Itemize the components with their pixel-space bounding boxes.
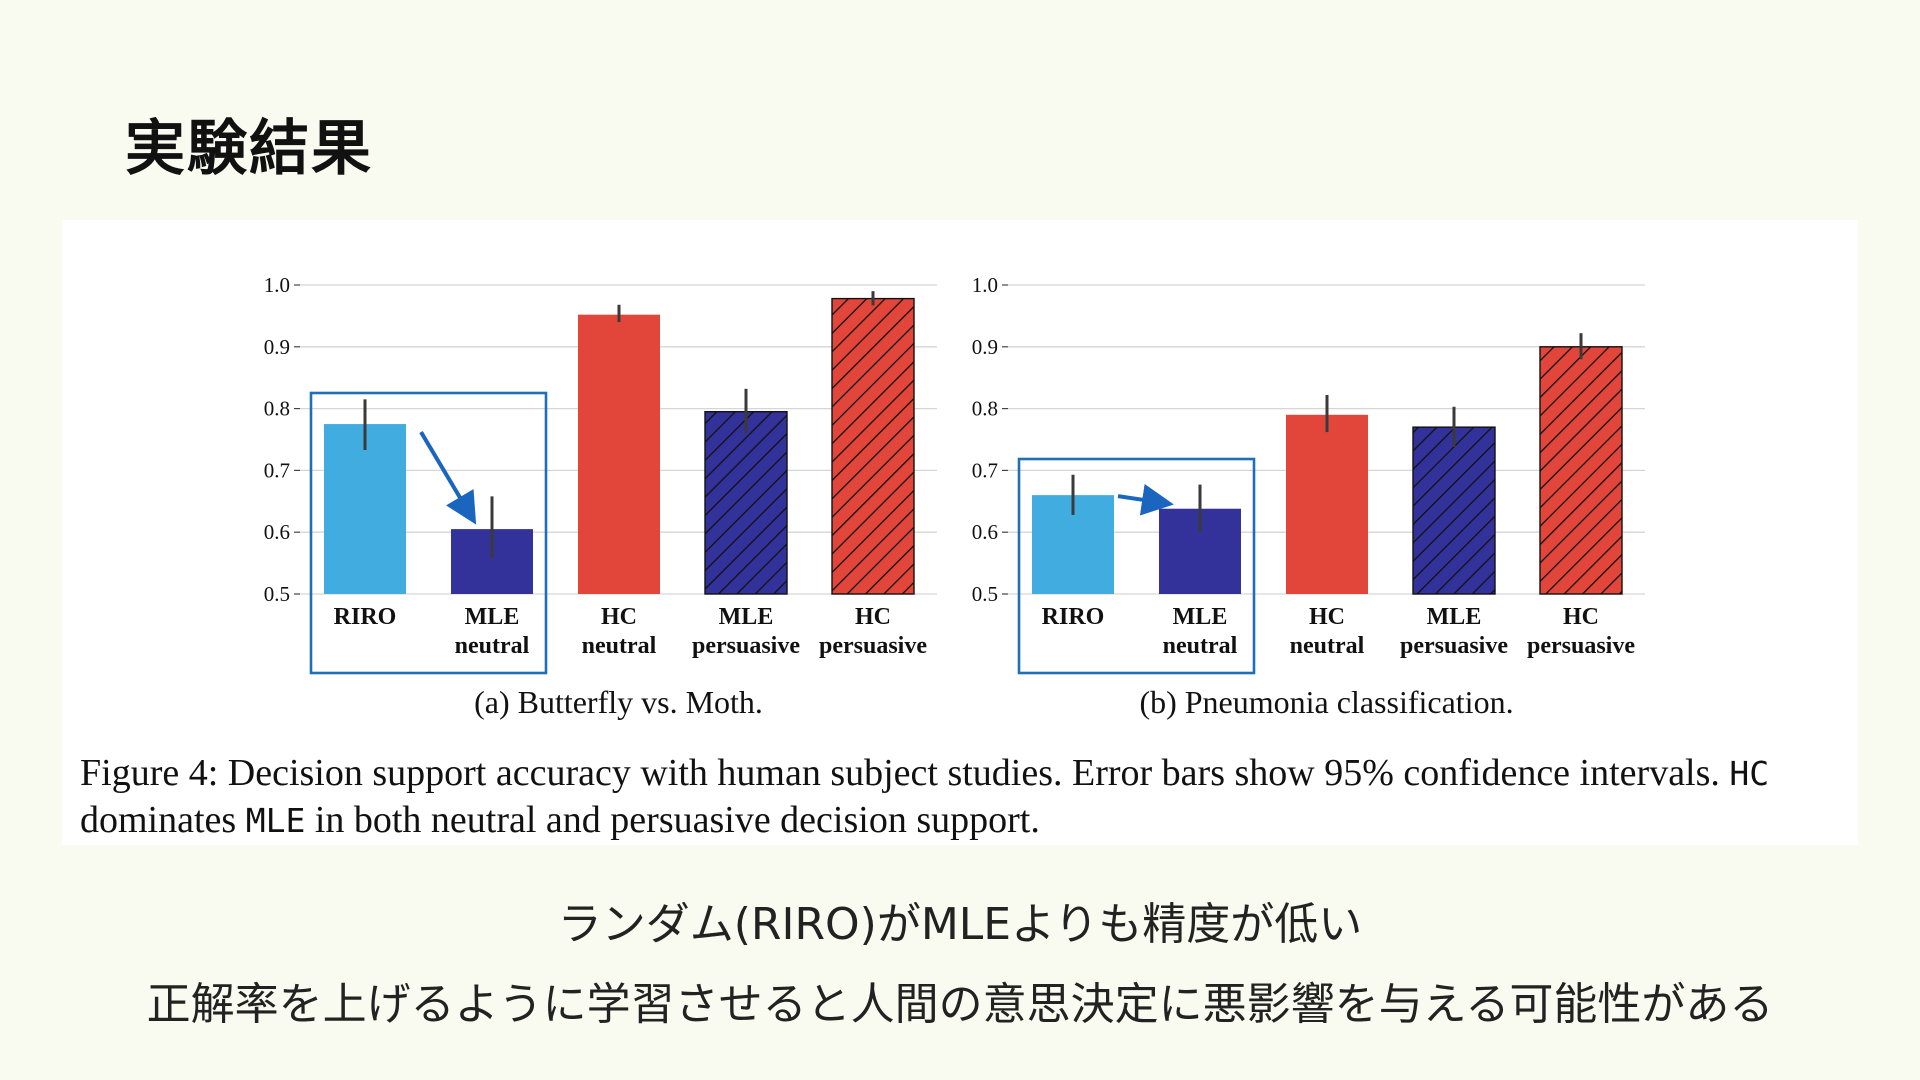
chart-subcaption: (b) Pneumonia classification. [1139, 684, 1513, 720]
y-tick-label: 0.6 [264, 520, 290, 544]
category-label: neutral [1290, 633, 1365, 659]
highlight-box [309, 391, 548, 675]
slide-title: 実験結果 [125, 114, 373, 184]
figure-panel: 0.5 0.6 0.7 0.8 0.9 1.0 RIRO MLE neutral HC neutra… [62, 220, 1858, 845]
category-label: MLE [465, 604, 520, 630]
figure-caption: Figure 4: Decision support accuracy with… [80, 750, 1850, 844]
y-tick-label: 0.9 [264, 335, 290, 359]
category-label: persuasive [819, 633, 927, 659]
highlight-box [1017, 457, 1256, 675]
bar-hatch [704, 410, 788, 595]
caption-text-3: in both neutral and persuasive decision … [305, 799, 1040, 841]
caption-text-1: Figure 4: Decision support accuracy with… [80, 752, 1730, 794]
category-label: persuasive [1527, 633, 1635, 659]
y-tick-label: 0.8 [972, 397, 998, 421]
chart-subcaption: (a) Butterfly vs. Moth. [474, 684, 763, 720]
arrow [1117, 483, 1174, 516]
bar [1286, 414, 1368, 594]
category-label: persuasive [692, 633, 800, 659]
caption-code-hc: HC [1729, 754, 1770, 793]
category-label: persuasive [1400, 633, 1508, 659]
category-label: HC [601, 604, 637, 630]
y-tick-label: 0.5 [972, 582, 998, 606]
y-tick-label: 0.5 [264, 582, 290, 606]
category-label: neutral [455, 633, 530, 659]
bar [324, 424, 406, 594]
caption-text-2: dominates [80, 799, 246, 841]
note-line-2: 正解率を上げるように学習させると人間の意思決定に悪影響を与える可能性がある [146, 979, 1774, 1030]
category-label: neutral [582, 633, 657, 659]
y-tick-label: 0.7 [264, 458, 290, 482]
bar-hatch [1412, 426, 1496, 595]
category-label: MLE [719, 604, 774, 630]
category-label: MLE [1173, 604, 1228, 630]
bar-hatch [831, 297, 915, 595]
y-tick-label: 0.6 [972, 520, 998, 544]
arrow [419, 431, 477, 525]
category-label: HC [855, 604, 891, 630]
caption-code-mle: MLE [245, 801, 306, 840]
y-tick-label: 0.7 [972, 458, 998, 482]
category-label: RIRO [1042, 604, 1105, 630]
y-tick-label: 1.0 [972, 273, 998, 297]
category-label: RIRO [334, 604, 397, 630]
category-label: HC [1563, 604, 1599, 630]
bar-charts: 0.5 0.6 0.7 0.8 0.9 1.0 RIRO MLE neutral HC neutra… [264, 273, 1645, 720]
note-line-1: ランダム(RIRO)がMLEよりも精度が低い [557, 899, 1363, 950]
category-label: MLE [1427, 604, 1482, 630]
y-tick-label: 0.8 [264, 397, 290, 421]
y-tick-label: 0.9 [972, 335, 998, 359]
category-label: neutral [1163, 633, 1238, 659]
bar-hatch [1539, 346, 1623, 595]
y-tick-label: 1.0 [264, 273, 290, 297]
category-label: HC [1309, 604, 1345, 630]
bar [578, 314, 660, 594]
